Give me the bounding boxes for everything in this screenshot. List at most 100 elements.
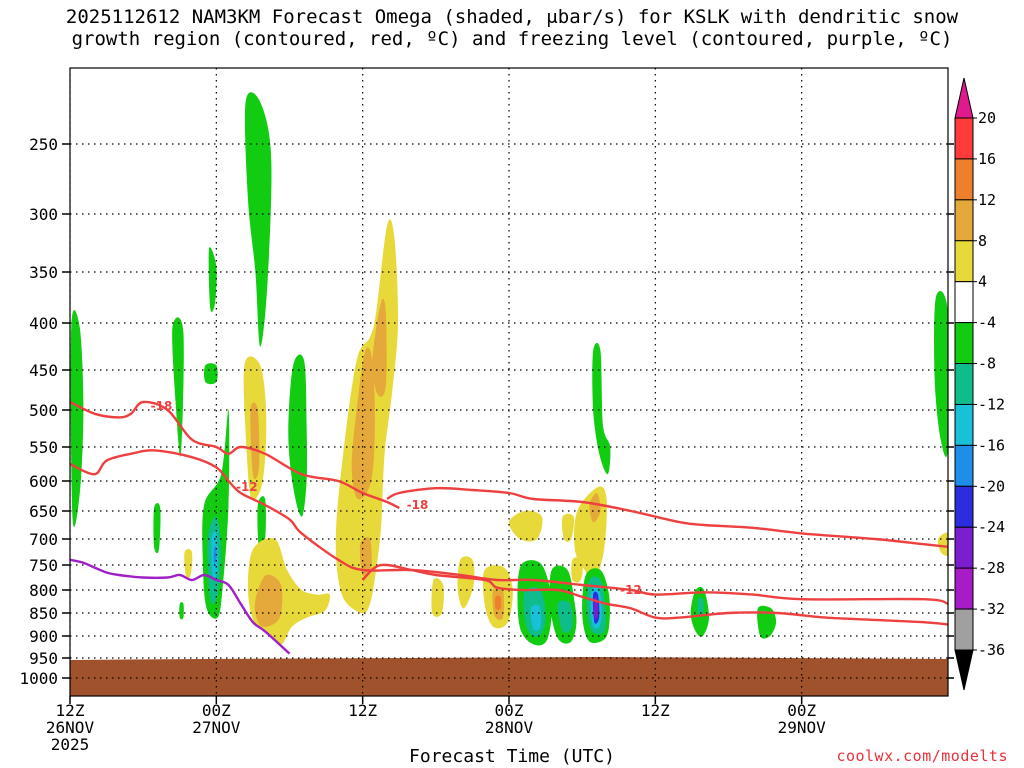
x-tick-label-48-0: 12Z bbox=[641, 701, 670, 720]
omega-region-14 bbox=[250, 402, 260, 480]
y-tick-label-950: 950 bbox=[29, 649, 58, 668]
colorbar-swatch-2 bbox=[954, 199, 974, 242]
colorbar-label-5: -4 bbox=[978, 314, 996, 332]
colorbar-label-7: -12 bbox=[978, 395, 1005, 413]
omega-region-45 bbox=[757, 605, 777, 639]
x-tick-label-36-0: 00Z bbox=[495, 701, 524, 720]
colorbar-label-11: -28 bbox=[978, 559, 1005, 577]
colorbar-label-8: -16 bbox=[978, 436, 1005, 454]
omega-region-20 bbox=[372, 298, 387, 397]
x-tick-label-60-1: 29NOV bbox=[778, 718, 827, 737]
y-tick-label-450: 450 bbox=[29, 361, 58, 380]
chart-title: 2025112612 NAM3KM Forecast Omega (shaded… bbox=[0, 6, 1024, 50]
omega-region-4 bbox=[153, 502, 161, 554]
omega-region-10 bbox=[244, 92, 272, 347]
y-tick-label-250: 250 bbox=[29, 135, 58, 154]
omega-region-27 bbox=[508, 510, 543, 542]
omega-region-2 bbox=[208, 247, 217, 312]
colorbar-label-3: 8 bbox=[978, 232, 987, 250]
contour-label-2: -18 bbox=[407, 498, 429, 512]
y-tick-label-350: 350 bbox=[29, 263, 58, 282]
contour-1 bbox=[70, 449, 948, 605]
colorbar-label-9: -20 bbox=[978, 477, 1005, 495]
colorbar-swatch-3 bbox=[954, 240, 974, 283]
omega-region-31 bbox=[571, 557, 583, 583]
y-tick-label-750: 750 bbox=[29, 556, 58, 575]
x-tick-label-24-0: 12Z bbox=[348, 701, 377, 720]
terrain-ground bbox=[70, 657, 948, 696]
colorbar-label-6: -8 bbox=[978, 355, 996, 373]
y-tick-label-850: 850 bbox=[29, 604, 58, 623]
x-tick-label-12-0: 00Z bbox=[202, 701, 231, 720]
colorbar-top-arrow bbox=[954, 77, 974, 119]
contour-label-0: -18 bbox=[151, 399, 173, 413]
credit-link[interactable]: coolwx.com/modelts bbox=[836, 747, 1008, 765]
x-tick-label-0-0: 12Z bbox=[56, 701, 85, 720]
omega-region-9 bbox=[213, 546, 217, 564]
y-tick-label-650: 650 bbox=[29, 502, 58, 521]
contour-label-3: -12 bbox=[620, 583, 642, 597]
omega-region-11 bbox=[257, 496, 266, 552]
omega-region-46 bbox=[934, 290, 948, 457]
contour-2 bbox=[386, 486, 948, 548]
colorbar-label-10: -24 bbox=[978, 518, 1005, 536]
omega-region-32 bbox=[592, 342, 611, 475]
omega-region-0 bbox=[70, 310, 84, 528]
title-line-2: growth region (contoured, red, ºC) and f… bbox=[71, 28, 953, 50]
colorbar-label-0: 20 bbox=[978, 109, 996, 127]
omega-region-35 bbox=[530, 604, 542, 631]
x-tick-label-12-1: 27NOV bbox=[192, 718, 241, 737]
omega-region-1 bbox=[172, 317, 184, 457]
contour-label-1: -12 bbox=[236, 480, 258, 494]
omega-region-44 bbox=[697, 597, 704, 615]
x-tick-label-0-1: 26NOV bbox=[46, 718, 95, 737]
omega-region-17 bbox=[184, 549, 193, 578]
contour-3 bbox=[361, 563, 948, 626]
omega-region-19 bbox=[351, 347, 375, 500]
colorbar: 20 16 12 8 4 -4 -8 -12 -16 -20 -24 -28 -32 -36 bbox=[954, 77, 1005, 691]
colorbar-label-13: -36 bbox=[978, 641, 1005, 659]
x-tick-label-36-1: 28NOV bbox=[485, 718, 534, 737]
colorbar-label-2: 12 bbox=[978, 191, 996, 209]
y-tick-label-700: 700 bbox=[29, 530, 58, 549]
colorbar-swatch-0 bbox=[954, 117, 974, 160]
colorbar-swatch-9 bbox=[954, 485, 974, 528]
colorbar-swatch-12 bbox=[954, 608, 974, 651]
colorbar-label-4: 4 bbox=[978, 273, 987, 291]
y-tick-label-1000: 1000 bbox=[19, 669, 58, 688]
omega-region-47 bbox=[937, 532, 948, 556]
colorbar-bottom-arrow bbox=[954, 649, 974, 691]
y-tick-label-800: 800 bbox=[29, 581, 58, 600]
colorbar-label-12: -32 bbox=[978, 600, 1005, 618]
colorbar-swatch-11 bbox=[954, 567, 974, 610]
colorbar-swatch-1 bbox=[954, 158, 974, 201]
colorbar-swatch-6 bbox=[954, 363, 974, 405]
y-tick-label-600: 600 bbox=[29, 472, 58, 491]
colorbar-swatch-5 bbox=[954, 322, 974, 365]
omega-region-28 bbox=[561, 513, 575, 542]
y-tick-label-550: 550 bbox=[29, 438, 58, 457]
y-tick-label-400: 400 bbox=[29, 314, 58, 333]
omega-region-37 bbox=[557, 600, 573, 633]
contour-4 bbox=[70, 558, 291, 655]
omega-region-3 bbox=[203, 363, 218, 385]
omega-region-16 bbox=[254, 574, 283, 627]
x-tick-label-0-2: 2025 bbox=[51, 735, 90, 754]
colorbar-swatch-4 bbox=[954, 281, 974, 324]
omega-region-30 bbox=[589, 492, 601, 523]
omega-region-22 bbox=[431, 577, 444, 617]
omega-region-12 bbox=[288, 354, 308, 517]
colorbar-label-1: 16 bbox=[978, 150, 996, 168]
colorbar-swatch-10 bbox=[954, 526, 974, 569]
plot-area: -18 -12 -18 -12 bbox=[70, 68, 948, 696]
omega-region-26 bbox=[495, 595, 502, 610]
contour-0 bbox=[70, 400, 400, 510]
colorbar-swatch-8 bbox=[954, 444, 974, 487]
y-tick-label-500: 500 bbox=[29, 401, 58, 420]
omega-region-5 bbox=[179, 602, 184, 620]
omega-region-23 bbox=[457, 556, 475, 609]
y-tick-label-900: 900 bbox=[29, 627, 58, 646]
colorbar-swatch-7 bbox=[954, 403, 974, 446]
x-axis-title: Forecast Time (UTC) bbox=[409, 746, 615, 767]
